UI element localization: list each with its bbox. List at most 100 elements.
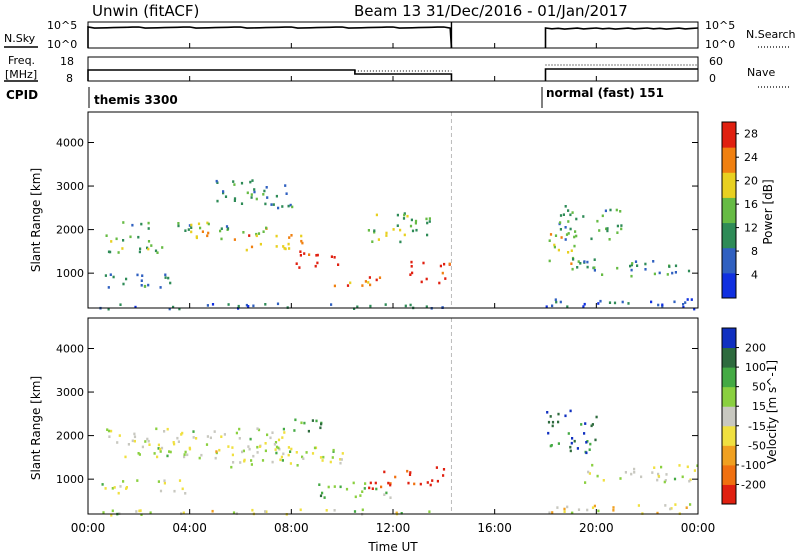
data-cell	[402, 217, 406, 220]
data-cell	[408, 473, 412, 476]
data-cell	[147, 240, 151, 243]
data-cell	[590, 424, 593, 428]
data-cell	[582, 215, 585, 218]
data-cell	[620, 224, 623, 227]
data-cell	[154, 249, 158, 253]
data-cell	[688, 479, 691, 483]
data-cell	[441, 271, 444, 275]
data-cell	[644, 262, 647, 266]
data-cell	[333, 256, 336, 259]
data-cell	[287, 242, 290, 246]
data-cell	[263, 189, 266, 193]
data-cell	[275, 194, 278, 198]
data-cell	[601, 273, 604, 276]
data-cell	[271, 460, 274, 464]
time-axis-label: Time UT	[367, 540, 418, 554]
data-cell	[107, 286, 110, 289]
data-cell	[586, 265, 589, 269]
nsearch-tick-bottom: 10^0	[705, 38, 735, 51]
freq-unit-label: [MHz]	[5, 68, 37, 81]
data-cell	[567, 220, 570, 223]
data-cell	[323, 496, 326, 499]
data-cell	[657, 472, 660, 476]
data-cell	[546, 411, 549, 414]
colorbar-swatch	[722, 386, 736, 407]
data-cell	[226, 227, 230, 230]
data-cell	[257, 232, 261, 235]
data-cell	[367, 229, 370, 232]
data-cell	[616, 266, 619, 270]
data-cell	[583, 260, 586, 263]
data-cell	[564, 226, 567, 229]
data-cell	[198, 456, 201, 460]
y-tick-label: 2000	[56, 430, 84, 443]
colorbar-tick-label: -200	[741, 478, 766, 491]
data-cell	[601, 214, 604, 218]
y-tick-label: 4000	[56, 136, 84, 149]
data-cell	[137, 452, 140, 455]
data-cell	[674, 503, 677, 506]
data-cell	[560, 236, 563, 239]
data-cell	[570, 262, 573, 265]
data-cell	[586, 260, 589, 264]
data-cell	[586, 508, 589, 512]
data-cell	[275, 451, 278, 455]
data-cell	[205, 443, 209, 446]
data-cell	[608, 301, 612, 304]
data-cell	[250, 459, 253, 462]
data-cell	[585, 451, 588, 455]
data-cell	[584, 481, 587, 484]
data-cell	[235, 431, 238, 435]
y-tick-label: 1000	[56, 473, 84, 486]
data-cell	[190, 230, 193, 234]
data-cell	[104, 487, 107, 490]
data-cell	[146, 437, 149, 441]
data-cell	[137, 235, 140, 239]
data-cell	[353, 510, 357, 513]
nave-tick-top: 60	[709, 55, 723, 68]
data-cell	[664, 504, 667, 507]
data-cell	[636, 264, 639, 267]
data-cell	[564, 238, 567, 241]
data-cell	[566, 305, 569, 308]
velocity-data-cells	[101, 318, 699, 517]
data-cell	[333, 509, 336, 512]
data-cell	[183, 453, 186, 456]
data-cell	[687, 269, 691, 273]
data-cell	[282, 427, 285, 431]
data-cell	[551, 304, 554, 308]
data-cell	[109, 273, 112, 276]
data-cell	[104, 274, 107, 277]
x-tick-label: 20:00	[579, 521, 614, 535]
data-cell	[414, 219, 418, 223]
data-cell	[396, 213, 399, 217]
data-cell	[349, 281, 352, 285]
data-cell	[274, 441, 278, 444]
data-cell	[119, 303, 122, 306]
data-cell	[121, 247, 124, 250]
data-cell	[245, 303, 248, 307]
data-cell	[242, 449, 245, 453]
data-cell	[298, 266, 301, 269]
data-cell	[630, 274, 633, 278]
data-cell	[325, 509, 328, 512]
data-cell	[553, 245, 556, 249]
data-cell	[261, 459, 265, 462]
data-cell	[559, 214, 563, 217]
data-cell	[596, 474, 599, 478]
data-cell	[657, 303, 660, 307]
colorbar-tick-label: -100	[741, 459, 766, 472]
data-cell	[115, 237, 118, 241]
data-cell	[359, 494, 362, 497]
data-cell	[197, 222, 201, 226]
colorbar-tick-label: 16	[744, 198, 758, 211]
data-cell	[289, 450, 292, 453]
data-cell	[593, 258, 596, 261]
data-cell	[239, 461, 242, 464]
data-cell	[300, 234, 303, 238]
x-tick-label: 00:00	[71, 521, 106, 535]
data-cell	[689, 503, 692, 506]
data-cell	[265, 510, 268, 513]
data-cell	[190, 226, 193, 229]
